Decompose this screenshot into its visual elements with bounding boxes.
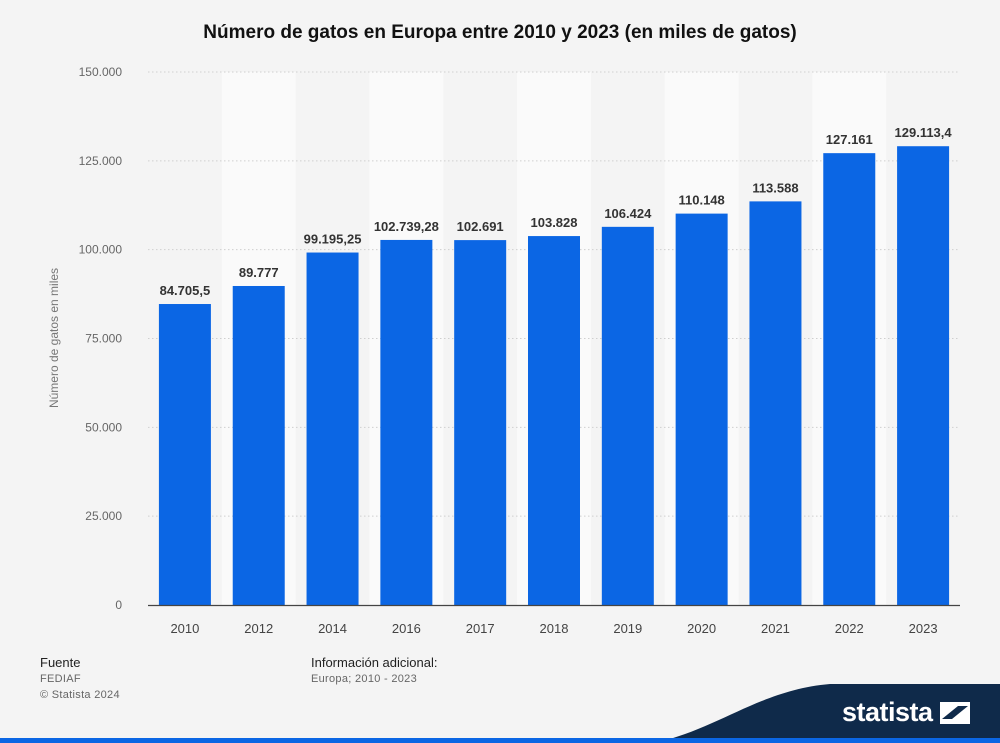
statista-logo-icon: [940, 702, 970, 724]
source-heading: Fuente: [40, 655, 81, 670]
x-tick-label: 2018: [540, 621, 569, 636]
bar[interactable]: [675, 213, 728, 606]
data-label: 103.828: [531, 215, 578, 230]
y-tick-label: 25.000: [85, 509, 122, 523]
y-tick-label: 150.000: [79, 65, 123, 79]
data-label: 106.424: [604, 206, 652, 221]
x-tick-label: 2012: [244, 621, 273, 636]
data-labels: 84.705,5 89.777 99.195,25 102.739,28 102.691…: [160, 125, 953, 298]
bar[interactable]: [232, 285, 285, 605]
x-tick-label: 2020: [687, 621, 716, 636]
bottom-accent-line: [0, 738, 1000, 743]
y-tick-label: 0: [115, 598, 122, 612]
x-tick-label: 2010: [170, 621, 199, 636]
bar[interactable]: [158, 304, 211, 605]
bar[interactable]: [454, 240, 507, 605]
y-tick-label: 50.000: [85, 420, 122, 434]
bar[interactable]: [897, 146, 950, 606]
y-axis-ticks: 0 25.000 50.000 75.000 100.000 125.000 150.000: [79, 65, 123, 612]
bar[interactable]: [823, 153, 876, 605]
bar[interactable]: [601, 226, 654, 605]
source-name[interactable]: FEDIAF: [40, 673, 81, 685]
x-tick-label: 2014: [318, 621, 347, 636]
bar[interactable]: [749, 201, 802, 605]
y-tick-label: 75.000: [85, 332, 122, 346]
bar[interactable]: [380, 239, 433, 605]
data-label: 99.195,25: [304, 232, 362, 247]
brand-wave-shape: [655, 684, 1000, 743]
bar[interactable]: [528, 236, 580, 605]
statista-logo[interactable]: statista: [842, 697, 933, 727]
info-text: Europa; 2010 - 2023: [311, 673, 417, 685]
info-heading: Información adicional:: [311, 655, 438, 670]
data-label: 110.148: [678, 193, 724, 208]
bars: [158, 146, 950, 606]
x-tick-label: 2019: [613, 621, 642, 636]
data-label: 127.161: [826, 132, 873, 147]
y-axis-label: Número de gatos en miles: [47, 268, 61, 408]
x-tick-label: 2023: [909, 621, 938, 636]
data-label: 113.588: [752, 180, 798, 195]
data-label: 102.739,28: [374, 219, 439, 234]
data-label: 84.705,5: [160, 283, 211, 298]
x-tick-label: 2022: [835, 621, 864, 636]
chart-title: Número de gatos en Europa entre 2010 y 2…: [203, 22, 797, 43]
x-tick-label: 2017: [466, 621, 495, 636]
x-tick-label: 2016: [392, 621, 421, 636]
copyright: © Statista 2024: [40, 689, 120, 701]
x-axis-ticks: 2010 2012 2014 2016 2017 2018 2019 2020 2021 2022…: [170, 621, 937, 636]
data-label: 102.691: [457, 219, 504, 234]
data-label: 89.777: [239, 265, 279, 280]
y-tick-label: 125.000: [79, 154, 123, 168]
bar[interactable]: [306, 252, 359, 605]
data-label: 129.113,4: [895, 125, 953, 140]
y-tick-label: 100.000: [79, 243, 123, 257]
x-tick-label: 2021: [761, 621, 790, 636]
